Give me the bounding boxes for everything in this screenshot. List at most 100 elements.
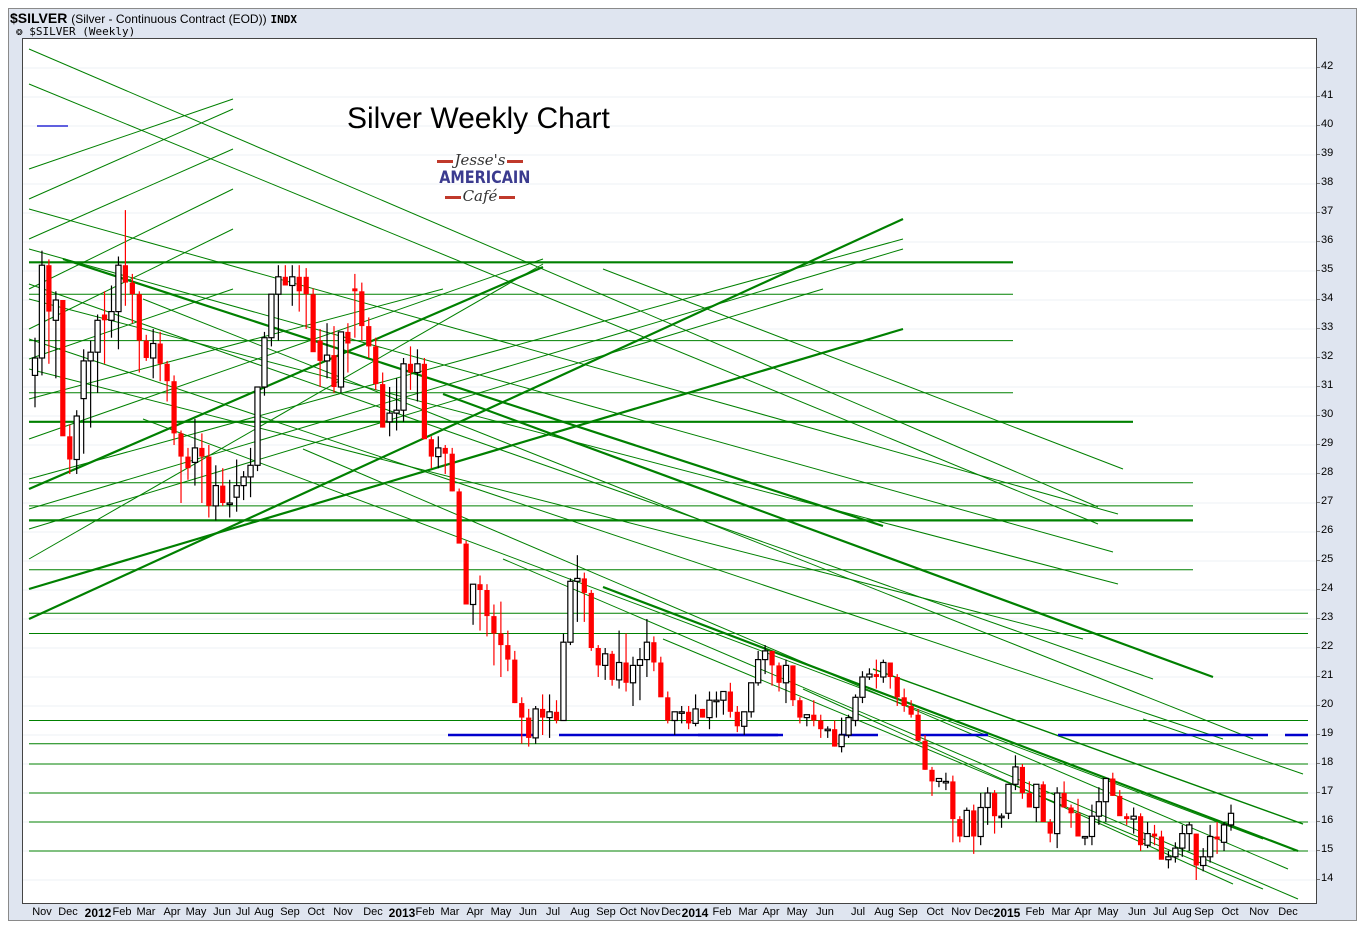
month-tick-label: Feb xyxy=(1025,906,1045,918)
chart-annotation-title: Silver Weekly Chart xyxy=(347,102,610,135)
candle-down xyxy=(310,294,316,353)
month-tick-label: Jun xyxy=(519,906,537,918)
candle-up xyxy=(1081,835,1089,839)
candle-down xyxy=(157,343,163,364)
candle-down xyxy=(686,711,692,724)
candle-up xyxy=(754,658,762,684)
price-tick-label: 22 xyxy=(1316,640,1334,652)
month-tick-label: Dec xyxy=(58,906,78,918)
price-tick-label: 36 xyxy=(1316,234,1334,246)
month-tick-label: Jun xyxy=(816,906,834,918)
candle-down xyxy=(553,711,560,721)
trendline xyxy=(28,48,1099,508)
candle-up xyxy=(803,714,811,719)
price-plot-area[interactable] xyxy=(22,38,1317,904)
candle-down xyxy=(526,717,532,738)
candle-down xyxy=(491,616,497,634)
candle-down xyxy=(442,447,448,454)
candle-down xyxy=(1193,833,1199,866)
candle-down xyxy=(449,453,455,492)
candle-up xyxy=(94,319,101,353)
candle-down xyxy=(658,662,664,698)
candle-down xyxy=(122,265,129,283)
trendline xyxy=(28,338,1224,740)
candle-up xyxy=(1220,824,1228,843)
candle-down xyxy=(734,711,740,727)
candle-down xyxy=(1214,836,1220,840)
month-tick-label: Sep xyxy=(898,906,918,918)
month-tick-label: Oct xyxy=(926,906,944,918)
candle-up xyxy=(1179,832,1186,849)
candle-down xyxy=(894,677,900,698)
month-tick-label: Mar xyxy=(440,906,460,918)
candle-down xyxy=(199,447,205,457)
price-tick-label: 28 xyxy=(1316,466,1334,478)
trendline xyxy=(442,392,1214,679)
candle-up xyxy=(741,711,748,727)
month-tick-label: Aug xyxy=(254,906,274,918)
candle-down xyxy=(832,729,838,747)
candle-down xyxy=(296,276,302,292)
trendline xyxy=(142,418,1264,840)
candle-down xyxy=(185,456,191,469)
candle-up xyxy=(1199,856,1207,867)
month-tick-label: Oct xyxy=(307,906,325,918)
price-axis: 42 41 40 39 38 37 36 35 34 33 32 31 30 29 28 27 26 25 24 23… xyxy=(1316,38,1355,904)
candle-up xyxy=(692,708,699,725)
candle-down xyxy=(957,819,963,837)
candle-up xyxy=(191,447,199,463)
month-tick-label: May xyxy=(786,906,808,918)
candle-up xyxy=(80,360,87,400)
candle-up xyxy=(643,641,651,661)
logo-line-1: Jesse's xyxy=(432,152,528,168)
candle-down xyxy=(60,300,66,437)
candle-up xyxy=(574,577,581,582)
candle-down xyxy=(366,326,372,347)
price-tick-label: 21 xyxy=(1316,669,1334,681)
price-tick-label: 20 xyxy=(1316,698,1334,710)
price-tick-label: 39 xyxy=(1316,147,1334,159)
candle-down xyxy=(1061,793,1067,808)
candle-up xyxy=(386,412,393,423)
candle-down xyxy=(588,592,594,648)
candle-down xyxy=(456,491,462,544)
price-tick-label: 38 xyxy=(1316,176,1334,188)
month-tick-label: Apr xyxy=(762,906,780,918)
candle-down xyxy=(769,650,775,666)
candle-down xyxy=(887,662,893,677)
exchange-label: INDX xyxy=(270,13,297,26)
candle-up xyxy=(108,311,115,321)
year-tick-label: 2014 xyxy=(681,906,709,920)
candle-down xyxy=(352,288,358,292)
price-tick-label: 14 xyxy=(1316,872,1334,884)
candlestick-chart xyxy=(23,48,1316,900)
price-tick-label: 15 xyxy=(1316,843,1334,855)
candle-down xyxy=(1124,816,1130,820)
candle-up xyxy=(1012,766,1019,785)
candle-up xyxy=(636,658,644,666)
logo-stripe-icon xyxy=(444,195,461,199)
candle-up xyxy=(337,331,345,388)
candle-up xyxy=(393,409,400,414)
candle-up xyxy=(720,690,727,701)
candle-down xyxy=(331,355,337,387)
candle-down xyxy=(380,384,386,428)
candle-up xyxy=(977,806,984,838)
month-tick-label: Nov xyxy=(640,906,660,918)
candle-down xyxy=(512,659,518,704)
candle-up xyxy=(1005,783,1012,814)
candle-down xyxy=(1117,795,1123,817)
candle-up xyxy=(414,363,421,374)
candle-down xyxy=(206,456,212,506)
month-tick-label: Nov xyxy=(1249,906,1269,918)
candle-up xyxy=(963,809,970,838)
candle-up xyxy=(1130,815,1137,820)
candle-down xyxy=(220,485,226,503)
candle-up xyxy=(254,386,261,466)
candle-down xyxy=(477,584,483,590)
month-tick-label: Dec xyxy=(363,906,383,918)
candle-up xyxy=(678,711,685,714)
trendline xyxy=(28,208,1119,515)
candle-up xyxy=(866,673,873,678)
candle-up xyxy=(261,337,268,388)
